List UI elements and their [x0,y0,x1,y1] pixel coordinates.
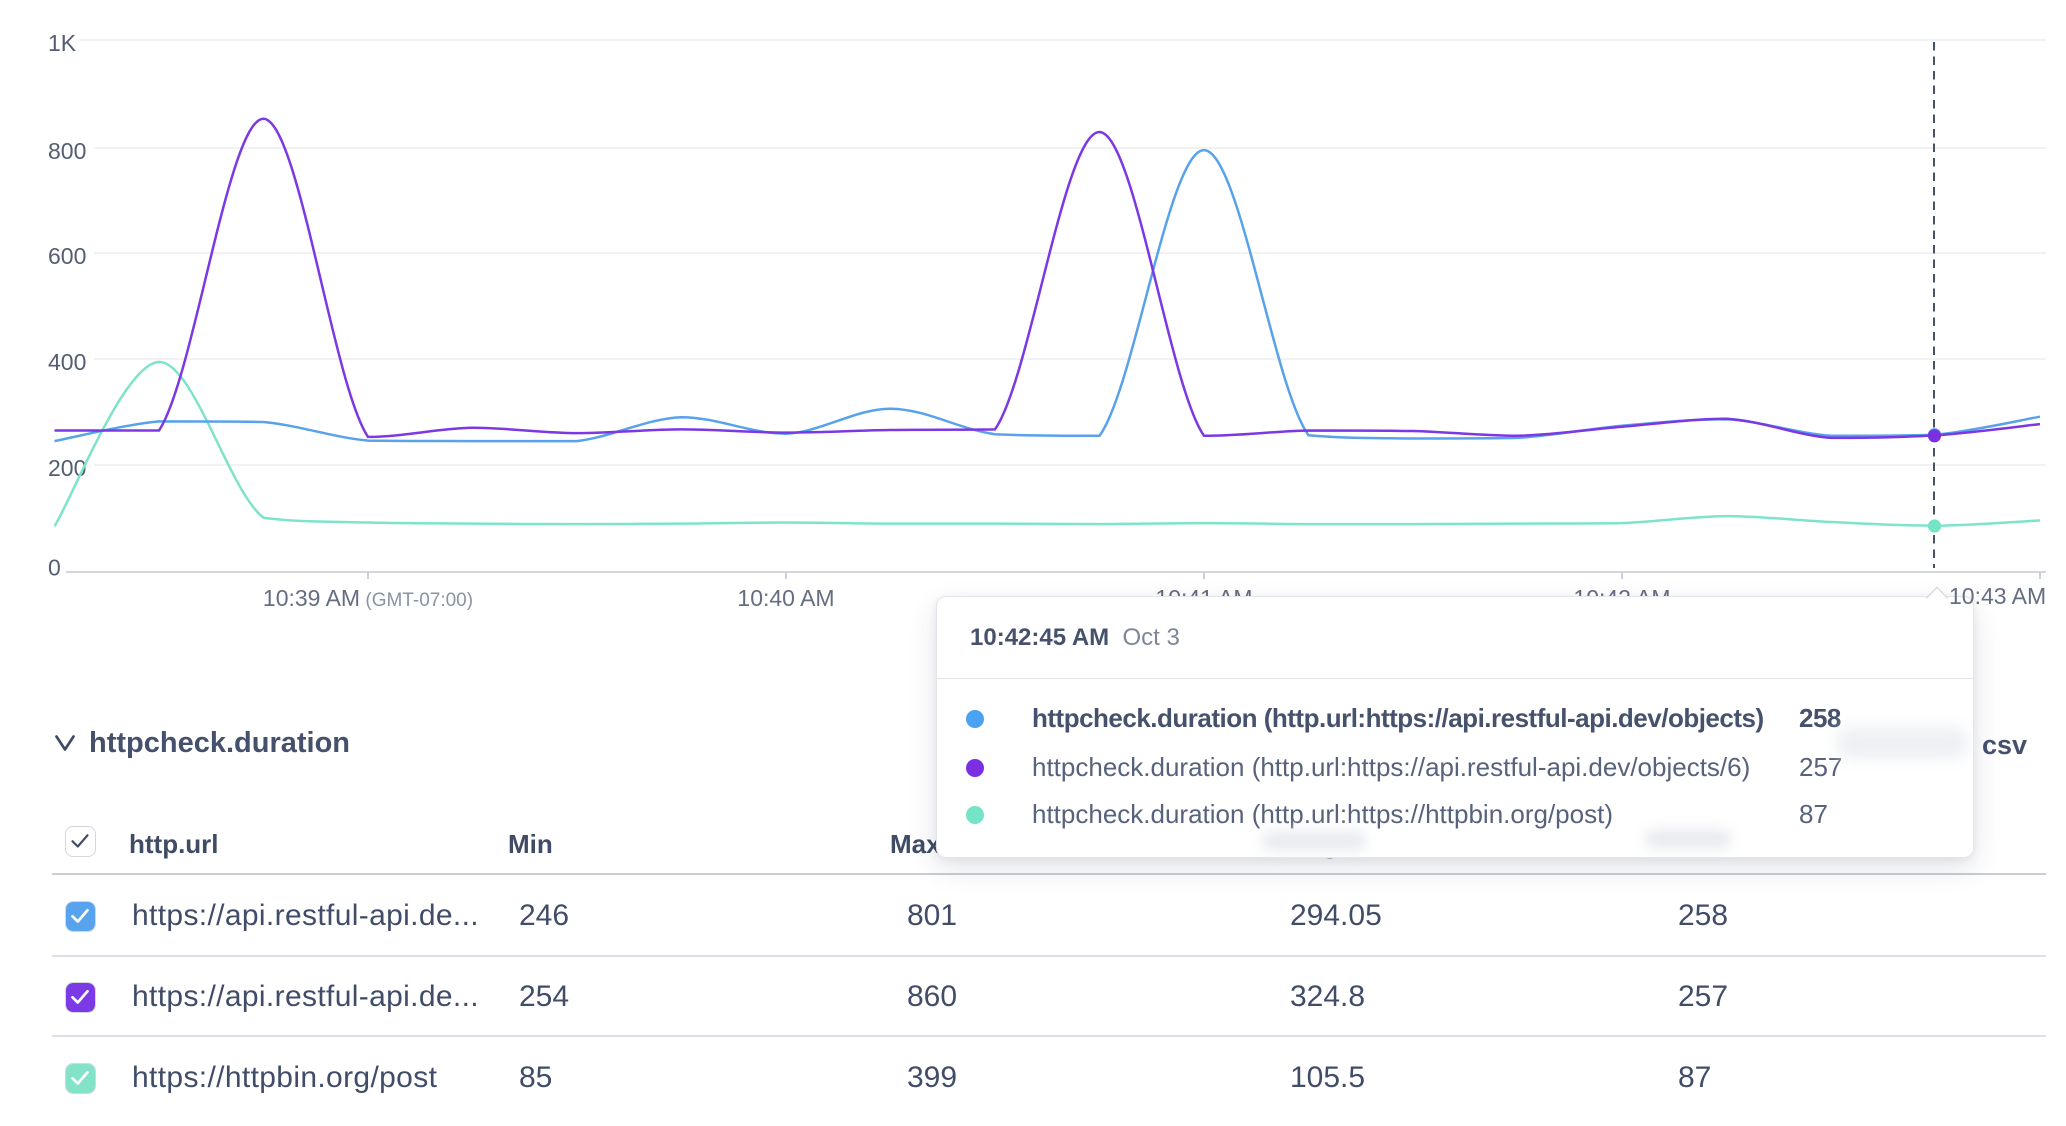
svg-text:600: 600 [48,243,86,269]
svg-text:200: 200 [48,455,86,481]
svg-text:0: 0 [48,554,61,580]
svg-text:10:40 AM: 10:40 AM [737,585,834,611]
svg-text:400: 400 [48,349,86,375]
svg-text:10:39 AM (GMT-07:00): 10:39 AM (GMT-07:00) [263,585,473,611]
svg-text:1K: 1K [48,30,77,56]
svg-text:800: 800 [48,138,86,164]
